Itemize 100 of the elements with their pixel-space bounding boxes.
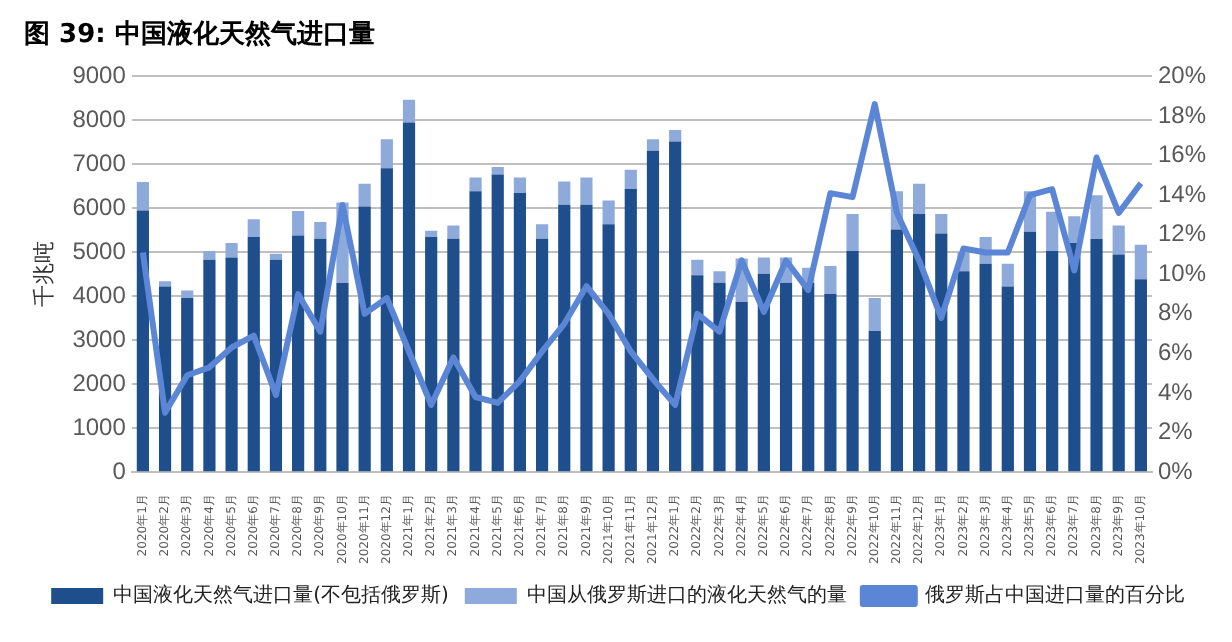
- bar: [735, 302, 748, 472]
- bar: [846, 214, 859, 251]
- y2-tick-label: 0%: [1157, 456, 1194, 485]
- bar: [158, 281, 172, 287]
- bar: [1001, 263, 1014, 287]
- bar: [802, 282, 815, 472]
- bar: [979, 263, 992, 472]
- bar: [1090, 195, 1103, 240]
- bar: [691, 259, 704, 276]
- bar: [713, 271, 726, 283]
- y2-tick-label: 14%: [1157, 179, 1207, 208]
- bar: [868, 298, 881, 332]
- bar: [380, 168, 393, 472]
- bar: [1112, 254, 1125, 472]
- bar: [136, 181, 149, 211]
- bar: [868, 331, 881, 472]
- bar: [469, 177, 482, 192]
- chart-title: 图 39: 中国液化天然气进口量: [24, 17, 377, 52]
- bar: [913, 214, 926, 472]
- bar: [314, 221, 327, 239]
- y2-tick-label: 16%: [1157, 140, 1207, 169]
- bar: [513, 192, 526, 472]
- bar: [292, 210, 305, 236]
- bar: [535, 238, 549, 472]
- bar: [691, 275, 704, 472]
- bar: [269, 253, 283, 260]
- bar: [136, 210, 149, 472]
- bar: [1134, 279, 1147, 472]
- bar: [624, 169, 637, 189]
- bar: [402, 122, 416, 472]
- bar: [247, 236, 260, 472]
- bar: [646, 139, 660, 151]
- y2-tick-label: 10%: [1157, 258, 1207, 287]
- y2-tick-label: 18%: [1157, 100, 1207, 129]
- bar: [957, 271, 970, 472]
- bar: [646, 150, 660, 472]
- bar: [624, 188, 637, 472]
- bar: [602, 224, 615, 472]
- bar: [491, 166, 504, 175]
- bar: [181, 298, 194, 472]
- bar: [757, 273, 770, 472]
- bar: [535, 224, 549, 239]
- bar: [890, 229, 904, 472]
- bar: [935, 233, 948, 472]
- y-tick-label: 0: [112, 456, 127, 485]
- y2-tick-label: 12%: [1157, 219, 1207, 248]
- bar: [225, 243, 238, 258]
- bar: [1090, 239, 1103, 472]
- bar: [580, 204, 593, 472]
- bar: [669, 130, 682, 142]
- bar: [402, 99, 416, 123]
- legend-label: 俄罗斯占中国进口量的百分比: [924, 583, 1185, 608]
- y-tick-label: 1000: [72, 412, 127, 441]
- bar: [913, 183, 926, 215]
- bar: [669, 141, 682, 472]
- y-tick-label: 3000: [72, 324, 127, 353]
- bar: [602, 200, 615, 225]
- bar: [225, 257, 238, 472]
- bar: [491, 174, 504, 472]
- bar: [1134, 244, 1147, 280]
- y2-tick-label: 8%: [1157, 298, 1194, 327]
- bar: [425, 236, 438, 472]
- bar: [846, 250, 859, 472]
- y-tick-label: 4000: [72, 280, 127, 309]
- bar: [1046, 211, 1059, 251]
- bar: [824, 294, 837, 472]
- y-tick-label: 6000: [72, 192, 127, 221]
- legend-label: 中国从俄罗斯进口的液化天然气的量: [526, 583, 847, 608]
- bar: [1001, 286, 1014, 472]
- bar: [824, 265, 837, 295]
- bar: [580, 177, 593, 205]
- bar: [1023, 231, 1037, 472]
- y2-tick-label: 4%: [1157, 377, 1194, 406]
- bar: [203, 259, 216, 472]
- bar: [358, 183, 371, 207]
- y-tick-label: 8000: [72, 105, 127, 133]
- bar: [779, 282, 793, 472]
- bar: [1046, 250, 1059, 472]
- bar: [203, 250, 216, 260]
- bar: [447, 225, 460, 239]
- bar: [425, 230, 438, 237]
- bar: [757, 257, 770, 274]
- bar: [247, 219, 260, 237]
- bar: [380, 139, 393, 169]
- bar: [469, 191, 482, 472]
- bar: [181, 290, 194, 299]
- y-tick-label: 9000: [72, 61, 127, 90]
- bar: [513, 177, 526, 193]
- bar: [935, 214, 948, 234]
- y-tick-label: 5000: [72, 236, 127, 265]
- bar: [336, 283, 349, 472]
- y2-tick-label: 2%: [1157, 417, 1194, 446]
- bar: [558, 181, 571, 205]
- y2-tick-label: 6%: [1157, 338, 1194, 367]
- bar: [447, 238, 460, 472]
- legend-label: 中国液化天然气进口量(不包括俄罗斯): [113, 583, 449, 608]
- bar: [713, 282, 726, 472]
- y-tick-label: 2000: [72, 368, 127, 397]
- bar: [558, 204, 571, 472]
- y2-tick-label: 20%: [1157, 61, 1207, 90]
